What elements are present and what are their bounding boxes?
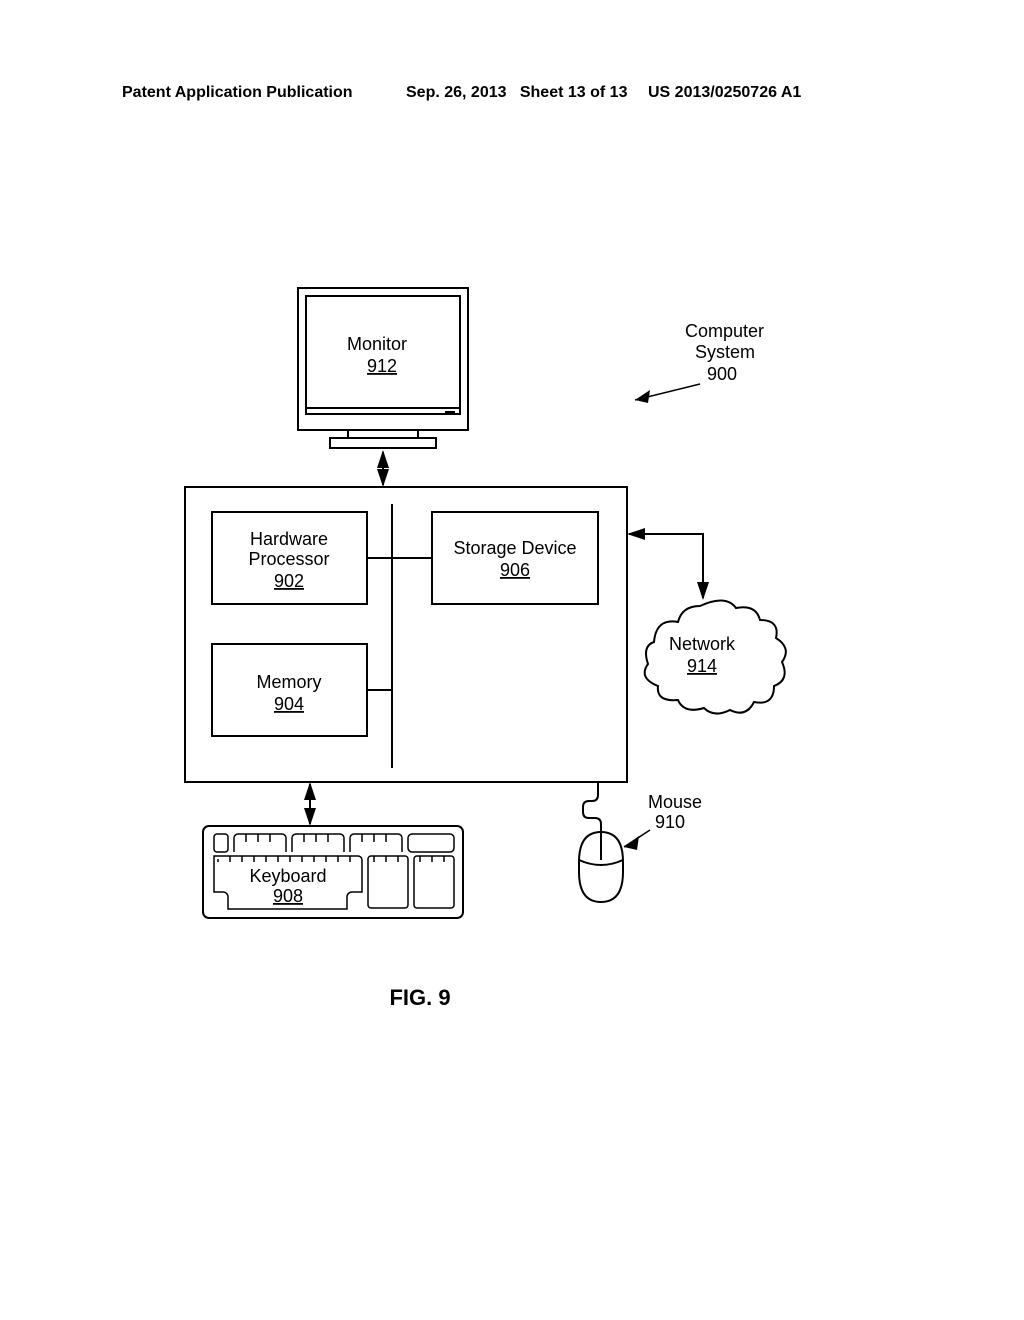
figure-svg: Monitor 912 Computer System 900 Hardware… [0,0,1024,1320]
network-icon: Network 914 [645,600,786,713]
network-ref: 914 [687,656,717,676]
monitor-label: Monitor [347,334,407,354]
network-label: Network [669,634,736,654]
cs-ref: 900 [707,364,737,384]
keyboard-label: Keyboard [249,866,326,886]
figure-caption: FIG. 9 [389,985,450,1010]
proc-label2: Processor [248,549,329,569]
processor-block: Hardware Processor 902 [212,512,367,604]
memory-block: Memory 904 [212,644,367,736]
mouse-label: Mouse [648,792,702,812]
mouse-ref: 910 [655,812,685,832]
monitor-icon: Monitor 912 [298,288,468,448]
arrow-network [629,534,703,598]
cs-label2: System [695,342,755,362]
monitor-ref: 912 [367,356,397,376]
memory-ref: 904 [274,694,304,714]
proc-ref: 902 [274,571,304,591]
computer-system-callout: Computer System 900 [635,321,764,403]
memory-label: Memory [256,672,321,692]
keyboard-ref: 908 [273,886,303,906]
proc-label1: Hardware [250,529,328,549]
mouse-icon: Mouse 910 [579,782,702,902]
storage-label: Storage Device [453,538,576,558]
storage-ref: 906 [500,560,530,580]
keyboard-icon: Keyboard 908 [203,826,463,918]
cs-label1: Computer [685,321,764,341]
storage-block: Storage Device 906 [432,512,598,604]
